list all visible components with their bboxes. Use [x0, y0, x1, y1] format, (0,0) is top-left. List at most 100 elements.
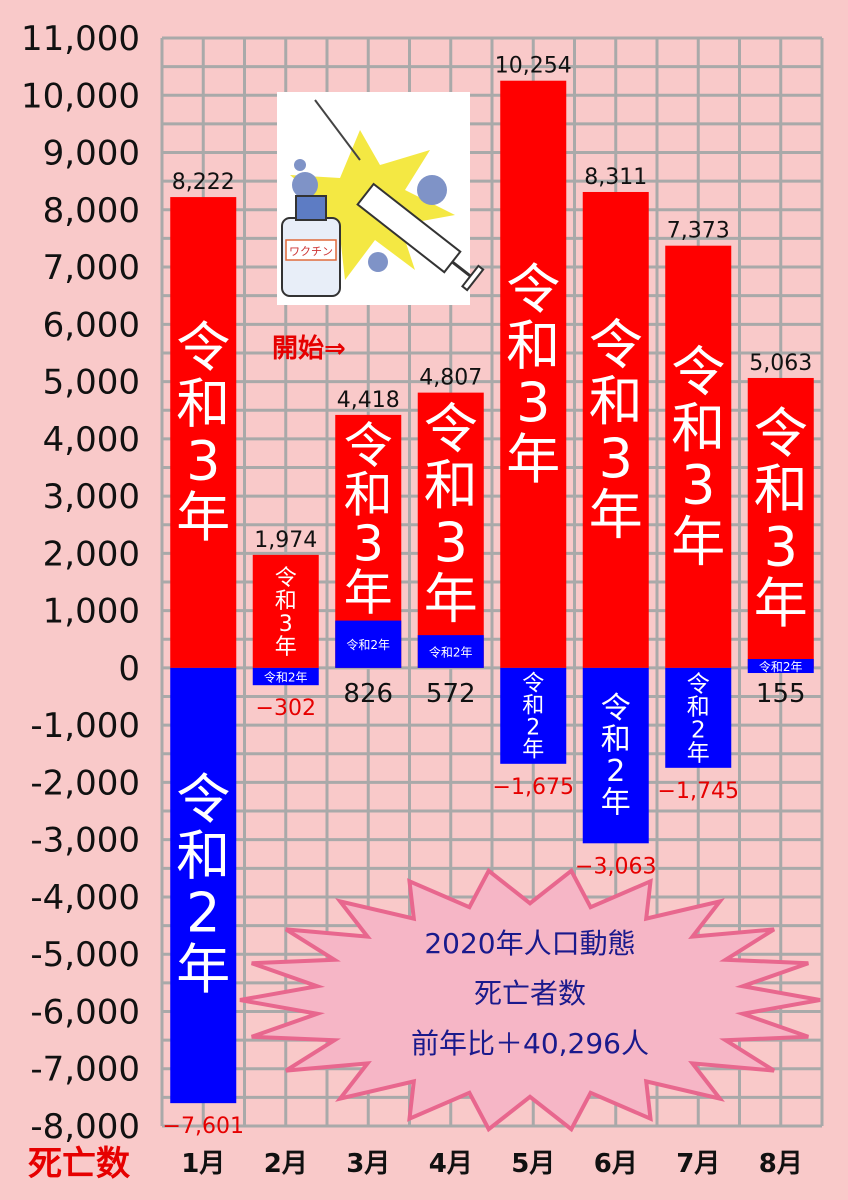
y-tick-label: 7,000: [43, 248, 140, 288]
summary-badge: 2020年人口動態 死亡者数 前年比＋40,296人: [239, 867, 821, 1133]
value-label-reiwa3: 5,063: [749, 351, 812, 376]
bars: 令和3年令和2年8,222−7,601令和3年令和2年1,974−302令和3年…: [163, 54, 814, 1139]
bar-label-reiwa2: 2: [606, 754, 625, 789]
bar-label-reiwa3: 年: [589, 484, 643, 547]
bar-reiwa3: [665, 245, 732, 668]
bar-label-reiwa2: 2: [186, 881, 220, 944]
bar-label-reiwa3: 年: [344, 564, 393, 621]
value-label-diff: −1,745: [658, 779, 739, 804]
bar-reiwa3: [582, 191, 649, 668]
bar-label-reiwa3: 令: [424, 397, 478, 460]
bar-label-reiwa3: 令: [176, 316, 230, 379]
bar-reiwa2: [665, 667, 732, 768]
bar-reiwa2: [417, 635, 484, 668]
bar-label-reiwa3: 和: [506, 315, 560, 378]
x-tick-label: 2月: [264, 1149, 308, 1179]
value-label-reiwa3: 4,807: [419, 366, 482, 391]
bar-label-reiwa2: 和: [522, 694, 544, 719]
value-label-reiwa3: 7,373: [667, 219, 730, 244]
bar-label-reiwa3: 和: [589, 370, 643, 433]
y-tick-label: 4,000: [43, 420, 140, 460]
y-tick-label: 0: [118, 649, 140, 689]
bar-label-reiwa2: 年: [687, 740, 710, 766]
value-label-reiwa3: 4,418: [337, 388, 400, 413]
x-tick-label: 4月: [429, 1149, 473, 1179]
bar-label-reiwa2: 年: [601, 786, 631, 821]
summary-burst-shape: [239, 867, 821, 1133]
bar-label-reiwa3: 和: [176, 373, 230, 436]
value-label-diff: −3,063: [575, 854, 656, 879]
bar-label-reiwa3: 3: [186, 429, 220, 492]
virus-icon: [294, 159, 306, 171]
bar-label-reiwa2: 和: [176, 825, 230, 888]
value-label-diff: −1,675: [493, 775, 574, 800]
bar-label-reiwa3: 年: [754, 572, 808, 635]
bar-label-reiwa3: 3: [353, 515, 384, 572]
virus-icon: [417, 175, 447, 205]
y-tick-label: -8,000: [30, 1107, 140, 1147]
needle-icon: [314, 99, 361, 161]
bar-label-reiwa2: 和: [687, 694, 710, 720]
bar-reiwa3: [252, 554, 319, 668]
bar-reiwa3: [417, 392, 484, 668]
bar-label-reiwa3: 令: [671, 340, 725, 403]
bar-label-reiwa3: 年: [176, 486, 230, 549]
bar-label-reiwa3: 3: [279, 612, 293, 637]
bar-reiwa2: [500, 667, 567, 764]
bar-reiwa2: [252, 667, 319, 686]
virus-icon: [292, 172, 318, 198]
bar-reiwa2: [170, 667, 237, 1104]
bar-reiwa3: [747, 377, 814, 668]
bar-label-reiwa3: 3: [599, 427, 633, 490]
bar-label-reiwa3: 年: [424, 567, 478, 630]
bar-label-reiwa3: 3: [681, 454, 715, 517]
x-tick-label: 8月: [759, 1149, 803, 1179]
value-label-reiwa3: 8,311: [584, 165, 647, 190]
bar-label-reiwa2: 2: [526, 716, 540, 741]
bar-reiwa2: [747, 659, 814, 674]
x-tick-label: 5月: [511, 1149, 555, 1179]
value-label-diff: 572: [426, 679, 476, 709]
value-label-diff: −302: [256, 696, 316, 721]
bar-label-reiwa2: 令: [176, 768, 230, 831]
bar-label-reiwa3: 3: [434, 511, 468, 574]
x-tick-label: 3月: [346, 1149, 390, 1179]
value-label-reiwa3: 10,254: [495, 54, 572, 79]
bar-reiwa3: [170, 197, 237, 668]
vial-label: ワクチン: [289, 245, 333, 258]
value-label-diff: 826: [343, 679, 393, 709]
bar-label-reiwa3: 年: [275, 635, 297, 660]
y-tick-label: 1,000: [43, 592, 140, 632]
summary-line-1: 2020年人口動態: [424, 927, 635, 960]
bar-label-reiwa3: 和: [424, 454, 478, 517]
bar-label-reiwa2: 2: [691, 717, 706, 743]
syringe-icon: [356, 182, 485, 292]
value-label-reiwa3: 1,974: [254, 528, 317, 553]
bar-label-reiwa3: 和: [671, 397, 725, 460]
bar-label-reiwa3: 令: [589, 313, 643, 376]
y-tick-label: 10,000: [21, 76, 140, 116]
y-tick-label: 2,000: [43, 534, 140, 574]
x-tick-label: 6月: [594, 1149, 638, 1179]
bar-reiwa3: [500, 80, 567, 668]
y-tick-label: 11,000: [21, 19, 140, 59]
y-tick-label: -7,000: [30, 1050, 140, 1090]
bar-label-reiwa3: 令: [506, 258, 560, 321]
bar-label-reiwa3: 令: [754, 402, 808, 465]
virus-icon: [368, 252, 388, 272]
bar-label-reiwa2: 令: [522, 672, 544, 697]
value-label-diff: 155: [756, 679, 806, 709]
bar-label-reiwa2: 令和2年: [429, 645, 473, 660]
bar-label-reiwa3: 令: [344, 417, 393, 474]
bar-label-reiwa3: 年: [506, 428, 560, 491]
value-label-reiwa3: 8,222: [172, 170, 235, 195]
summary-line-3: 前年比＋40,296人: [411, 1027, 649, 1060]
y-tick-label: -3,000: [30, 821, 140, 861]
bar-label-reiwa2: 年: [522, 738, 544, 763]
bar-label-reiwa3: 年: [671, 510, 725, 573]
bar-label-reiwa2: 令和2年: [759, 659, 803, 674]
y-tick-label: 5,000: [43, 363, 140, 403]
x-tick-label: 1月: [181, 1149, 225, 1179]
